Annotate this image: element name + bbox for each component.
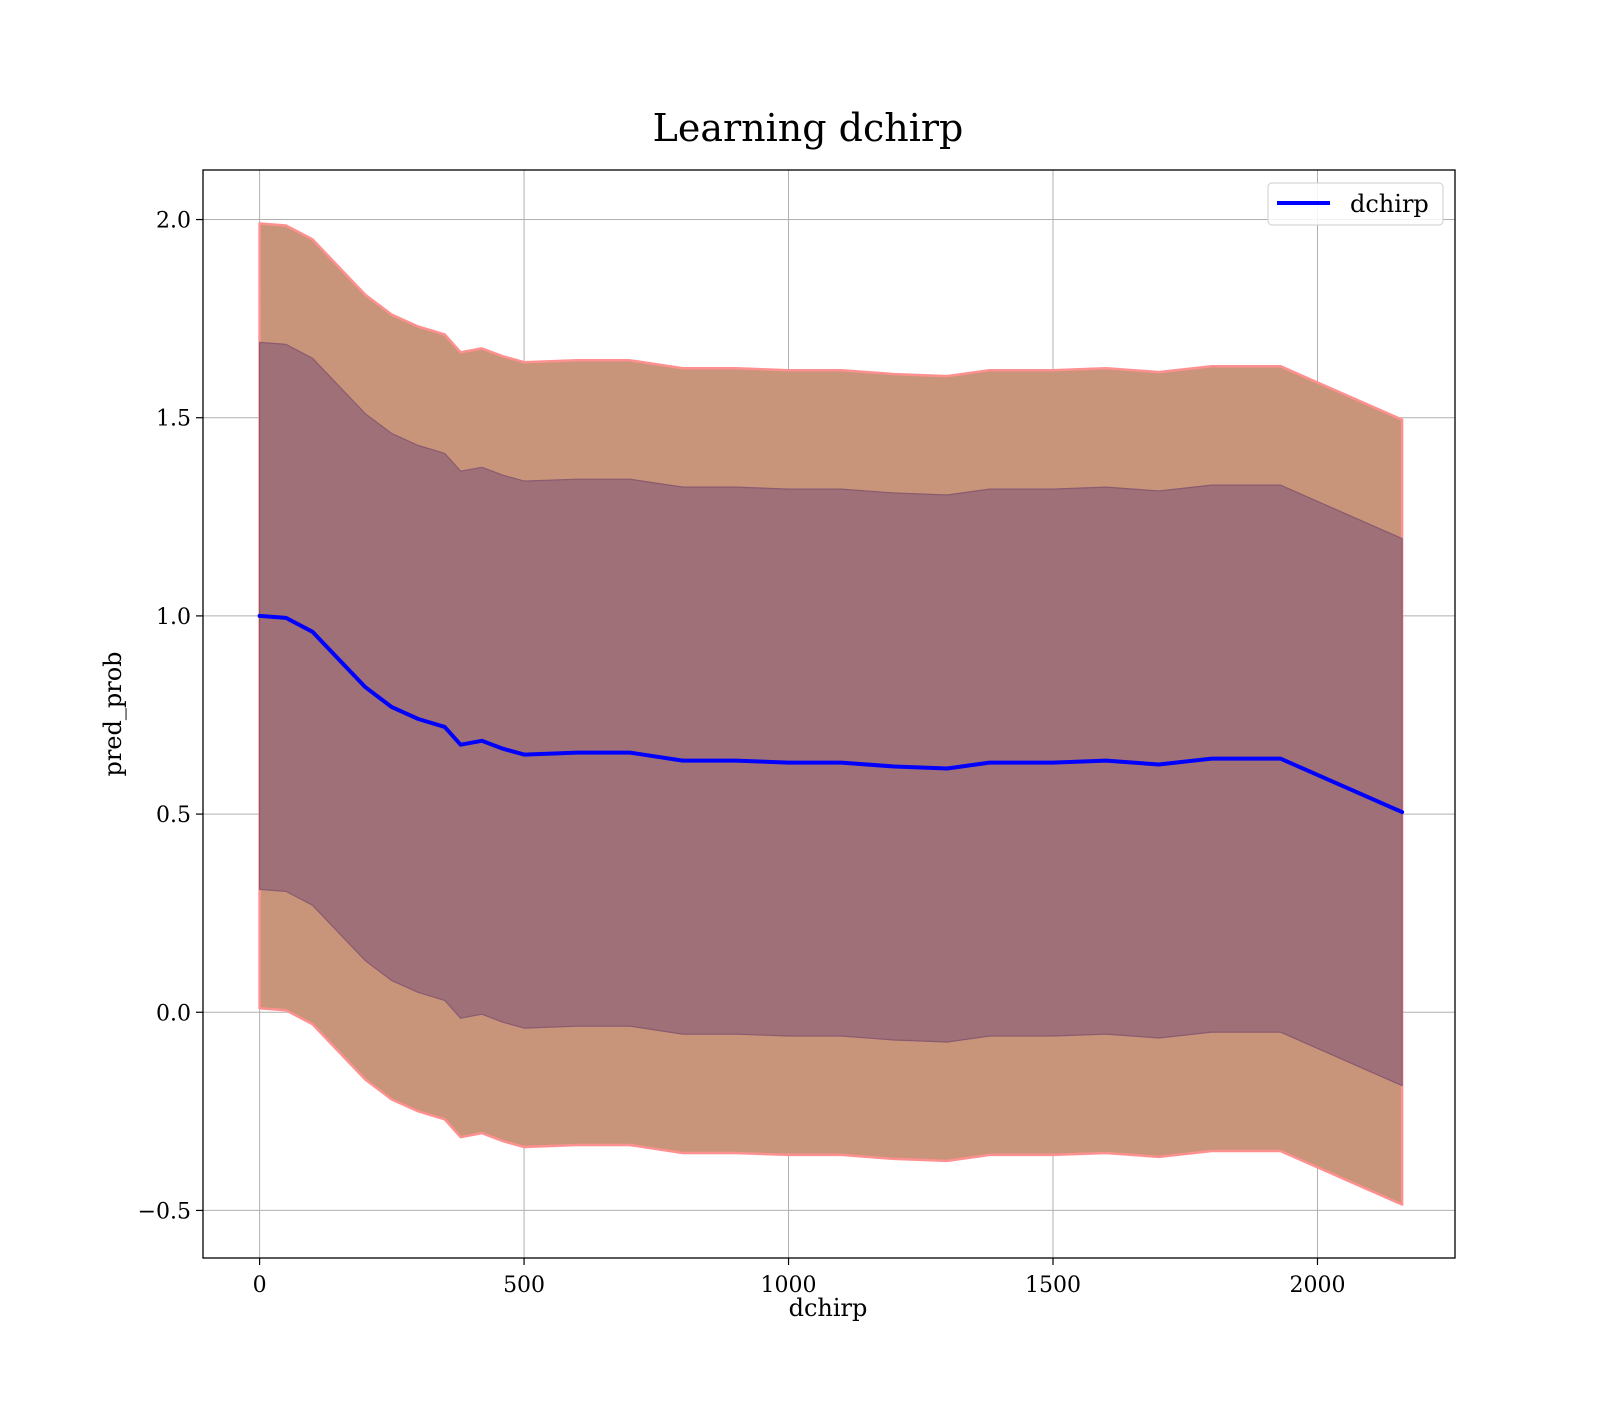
- series-line-dchirp: [257, 613, 1405, 815]
- x-axis-label: dchirp: [789, 1294, 868, 1322]
- y-tick-label: 0.5: [156, 803, 191, 828]
- x-axis-ticks: 0 500 1000 1500 2000: [253, 1258, 1345, 1298]
- y-tick-label: 2.0: [156, 209, 191, 234]
- chart-title: Learning dchirp: [653, 106, 964, 150]
- y-tick-label: 1.5: [156, 407, 191, 432]
- x-tick-label: 0: [253, 1273, 267, 1298]
- x-tick-label: 500: [503, 1273, 545, 1298]
- y-axis-ticks: −0.5 0.0 0.5 1.0 1.5 2.0: [138, 209, 203, 1224]
- inner-confidence-band: [259, 341, 1403, 1087]
- series-line-layer: [257, 613, 1405, 815]
- y-tick-label: 1.0: [156, 605, 191, 630]
- x-tick-label: 1000: [761, 1273, 817, 1298]
- x-tick-label: 2000: [1289, 1273, 1345, 1298]
- y-tick-label: 0.0: [156, 1001, 191, 1026]
- x-tick-label: 1500: [1025, 1273, 1081, 1298]
- plot-frame: [202, 169, 1456, 1259]
- inner-band-layer: [259, 341, 1403, 1087]
- y-tick-label: −0.5: [138, 1199, 191, 1224]
- y-axis-label: pred_prob: [99, 651, 127, 776]
- legend-box: [1267, 182, 1444, 226]
- legend: dchirp: [1267, 182, 1444, 226]
- legend-label: dchirp: [1350, 190, 1429, 218]
